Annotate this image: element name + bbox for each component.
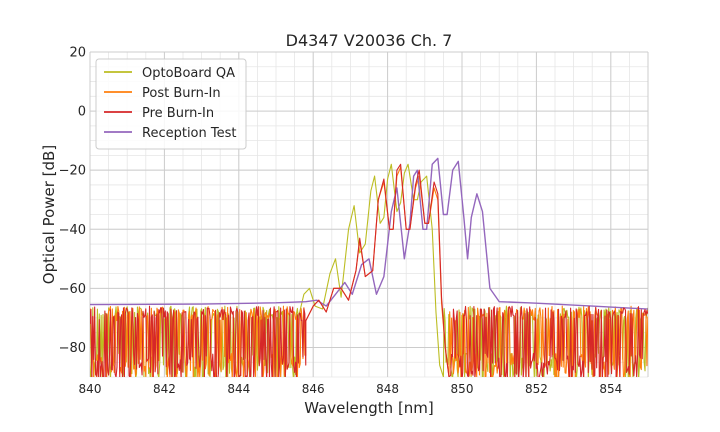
legend-label: Post Burn-In — [142, 86, 221, 101]
y-tick-label: 0 — [78, 105, 86, 120]
legend-label: OptoBoard QA — [142, 66, 235, 81]
y-tick-label: −80 — [59, 341, 86, 356]
y-tick-label: −40 — [59, 223, 86, 238]
y-axis-label: Optical Power [dB] — [40, 145, 58, 284]
y-tick-label: −60 — [59, 282, 86, 297]
legend: OptoBoard QA Post Burn-In Pre Burn-In Recep… — [95, 58, 247, 150]
x-tick-label: 844 — [227, 382, 250, 396]
y-tick-label: 20 — [69, 46, 86, 61]
y-tick-label: −20 — [59, 164, 86, 179]
x-tick-label: 850 — [451, 382, 474, 396]
series-layer — [90, 157, 648, 377]
x-tick-label: 852 — [525, 382, 548, 396]
x-tick-labels: 840 842 844 846 848 850 852 854 — [79, 382, 623, 396]
legend-box — [95, 58, 247, 150]
chart-title: D4347 V20036 Ch. 7 — [286, 31, 453, 50]
series-line — [90, 163, 648, 377]
series-line — [90, 157, 648, 310]
x-tick-label: 842 — [153, 382, 176, 396]
x-axis-label: Wavelength [nm] — [304, 399, 434, 417]
x-tick-label: 846 — [302, 382, 325, 396]
legend-label: Reception Test — [142, 126, 236, 141]
x-tick-label: 848 — [376, 382, 399, 396]
x-tick-label: 840 — [79, 382, 102, 396]
legend-label: Pre Burn-In — [142, 106, 214, 121]
y-tick-labels: 20 0 −20 −40 −60 −80 — [59, 46, 86, 356]
x-tick-label: 854 — [599, 382, 622, 396]
